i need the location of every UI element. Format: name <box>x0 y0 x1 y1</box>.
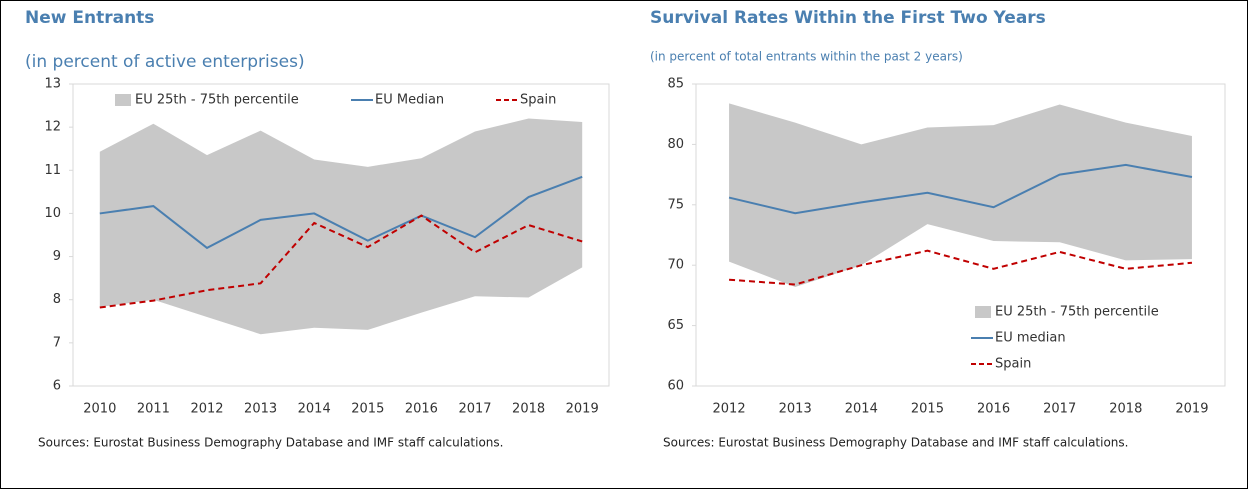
x-tick-label: 2016 <box>977 402 1010 417</box>
y-tick-label: 8 <box>53 292 61 307</box>
plot-area <box>695 83 1226 387</box>
x-tick-label: 2010 <box>83 402 116 417</box>
x-tick-label: 2018 <box>1109 402 1142 417</box>
x-tick-label: 2015 <box>351 402 384 417</box>
series-line <box>99 175 583 250</box>
series-line <box>728 163 1193 215</box>
x-tick-label: 2016 <box>405 402 438 417</box>
chart-title: New Entrants <box>25 8 154 28</box>
y-tick-label: 9 <box>53 249 61 264</box>
y-tick-label: 13 <box>44 77 61 92</box>
legend-swatch <box>975 306 991 318</box>
x-tick-label: 2012 <box>190 402 223 417</box>
y-tick-label: 12 <box>44 120 61 135</box>
y-tick-label: 11 <box>44 163 61 178</box>
source-note: Sources: Eurostat Business Demography Da… <box>38 436 503 450</box>
x-tick-label: 2017 <box>458 402 491 417</box>
x-tick-label: 2014 <box>298 402 331 417</box>
y-tick-label: 7 <box>53 335 61 350</box>
legend-swatch <box>115 94 131 106</box>
source-note: Sources: Eurostat Business Demography Da… <box>663 436 1128 450</box>
plot-area <box>72 83 610 387</box>
y-tick-label: 80 <box>667 137 684 152</box>
legend-label: EU 25th - 75th percentile <box>995 305 1159 320</box>
x-tick-label: 2013 <box>244 402 277 417</box>
y-tick-label: 6 <box>53 379 61 394</box>
y-tick-label: 70 <box>667 258 684 273</box>
y-tick-label: 65 <box>667 318 684 333</box>
x-tick-label: 2018 <box>512 402 545 417</box>
x-tick-label: 2013 <box>779 402 812 417</box>
series-line <box>99 214 583 309</box>
legend-label: Spain <box>520 93 556 108</box>
legend-label: EU Median <box>375 93 444 108</box>
x-tick-label: 2017 <box>1043 402 1076 417</box>
x-tick-label: 2019 <box>566 402 599 417</box>
y-tick-label: 60 <box>667 379 684 394</box>
chart-subtitle: (in percent of total entrants within the… <box>650 50 963 64</box>
y-tick-label: 10 <box>44 206 61 221</box>
x-tick-label: 2014 <box>845 402 878 417</box>
x-tick-label: 2011 <box>137 402 170 417</box>
y-tick-label: 75 <box>667 197 684 212</box>
x-tick-label: 2019 <box>1175 402 1208 417</box>
x-tick-label: 2015 <box>911 402 944 417</box>
legend-label: EU 25th - 75th percentile <box>135 93 299 108</box>
percentile-band <box>729 103 1192 287</box>
legend-label: EU median <box>995 331 1066 346</box>
legend-label: Spain <box>995 357 1031 372</box>
chart-title: Survival Rates Within the First Two Year… <box>650 8 1046 28</box>
y-tick-label: 85 <box>667 77 684 92</box>
chart-subtitle: (in percent of active enterprises) <box>25 52 305 72</box>
x-tick-label: 2012 <box>713 402 746 417</box>
